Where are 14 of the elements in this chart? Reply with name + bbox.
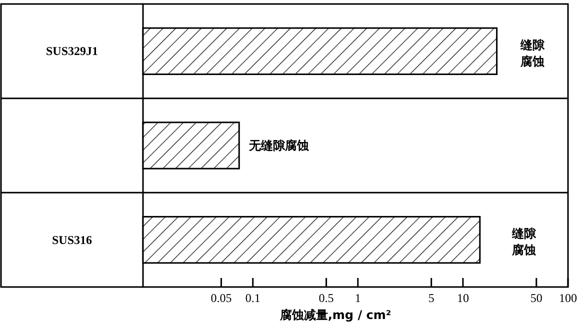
annotation: 无缝隙腐蚀	[248, 138, 310, 152]
annotation: 缝隙腐蚀	[519, 38, 546, 69]
x-tick-label: 10	[456, 291, 469, 305]
y-tick-label: SUS316	[52, 232, 92, 247]
x-tick-label: 0.1	[245, 291, 260, 305]
x-tick-label: 50	[530, 291, 542, 305]
x-tick-label: 1	[354, 291, 361, 305]
x-tick-label: 5	[428, 291, 434, 305]
annotation: 缝隙腐蚀	[510, 226, 537, 258]
x-tick-label: 0.05	[210, 291, 232, 305]
x-axis-title: 腐蚀减量,mg / cm²	[278, 308, 392, 322]
y-tick-label: SUS329J1	[46, 44, 98, 58]
x-tick-label: 100	[559, 291, 577, 305]
x-tick-label: 0.5	[318, 291, 334, 305]
